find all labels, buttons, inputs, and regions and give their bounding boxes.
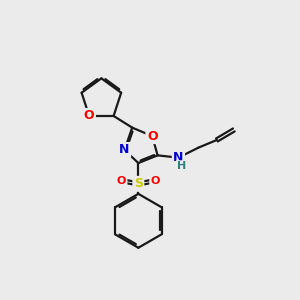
Text: S: S [134,177,143,190]
Text: N: N [119,143,130,157]
Text: O: O [147,130,158,142]
Text: N: N [173,151,184,164]
Text: O: O [117,176,126,186]
Text: O: O [84,110,94,122]
Text: H: H [177,161,186,171]
Text: O: O [151,176,160,186]
